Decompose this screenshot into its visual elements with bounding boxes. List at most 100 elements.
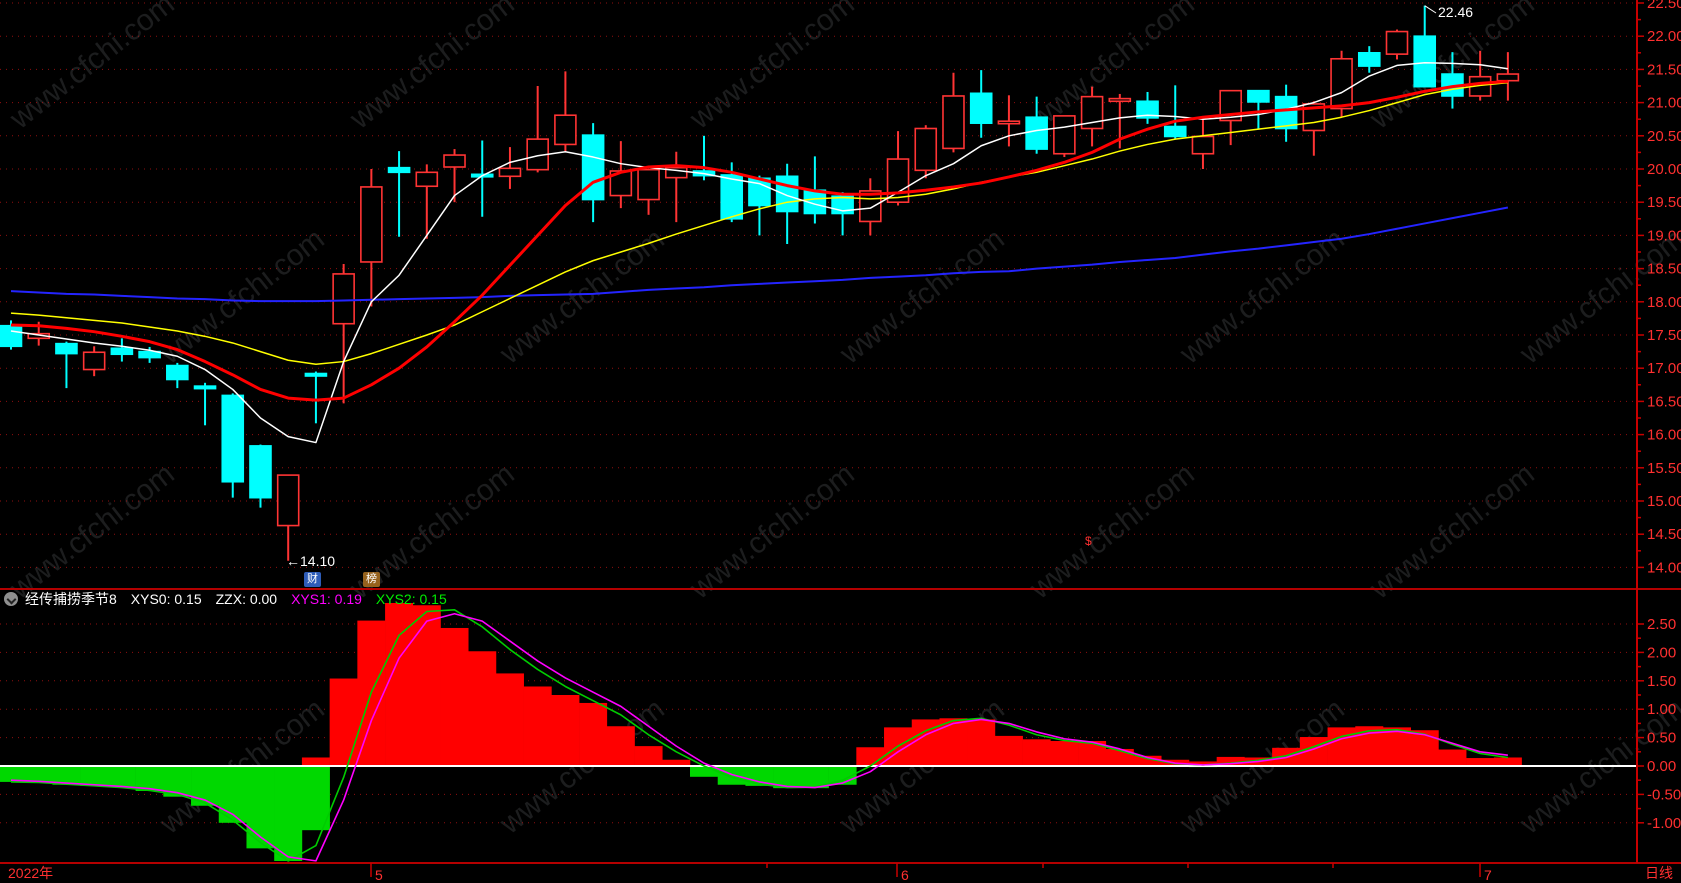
histogram-bar-negative — [0, 766, 25, 782]
candle-down — [1136, 100, 1159, 119]
histogram-bar-positive — [1493, 757, 1522, 766]
month-label: 6 — [901, 867, 909, 883]
histogram-bar-positive — [551, 695, 580, 766]
x-axis-year-label: 2022年 — [8, 865, 54, 881]
candle-down — [1163, 125, 1187, 138]
histogram-bar-negative — [800, 766, 829, 789]
annotation-pointer — [1424, 5, 1437, 14]
histogram-bar-negative — [773, 766, 802, 789]
histogram-bar-positive — [967, 719, 996, 766]
watermark-text: www.cfchi.com — [683, 457, 860, 606]
dividend-marker[interactable]: $ — [1085, 534, 1092, 548]
indicator-axis-label: 0.00 — [1647, 758, 1676, 775]
histogram-bar-positive — [1438, 749, 1467, 766]
price-axis-label: 14.50 — [1647, 526, 1681, 543]
histogram-bar-positive — [634, 746, 663, 766]
price-axis-label: 19.50 — [1647, 194, 1681, 211]
candle-down — [55, 342, 78, 355]
indicator-axis-label: 2.50 — [1647, 616, 1676, 633]
histogram-bar-positive — [440, 627, 469, 766]
indicator-axis-label: -0.50 — [1647, 786, 1681, 803]
indicator-axis-label: 0.50 — [1647, 730, 1676, 747]
histogram-bar-positive — [301, 757, 330, 766]
histogram-bar-positive — [385, 602, 414, 766]
candle-down — [969, 92, 993, 124]
watermark-text: www.cfchi.com — [1363, 457, 1540, 606]
histogram-bar-positive — [856, 747, 885, 766]
candle-up — [664, 166, 688, 179]
candle-down — [193, 385, 217, 390]
candle-down — [1025, 116, 1048, 150]
histogram-bar-positive — [1383, 727, 1411, 766]
candle-down — [0, 324, 23, 348]
candle-up — [1330, 57, 1353, 110]
histogram-bar-negative — [24, 766, 53, 782]
histogram-bar-positive — [939, 718, 968, 766]
candle-down — [1357, 51, 1381, 67]
indicator-header: 经传捕捞季节8 XYS0: 0.15 ZZX: 0.00 XYS1: 0.19 … — [4, 590, 461, 607]
candle-up — [443, 154, 466, 168]
price-axis-label: 15.50 — [1647, 460, 1681, 477]
histogram-bar-positive — [606, 726, 635, 766]
candle-up — [637, 168, 660, 201]
indicator-xys2-value: XYS2: 0.15 — [375, 590, 447, 607]
candle-down — [304, 372, 328, 377]
indicator-title[interactable]: 经传捕捞季节8 — [25, 590, 117, 607]
histogram-bar-positive — [1327, 727, 1356, 766]
candle-up — [1191, 135, 1215, 155]
candle-down — [720, 174, 744, 220]
watermark-text: www.cfchi.com — [3, 0, 180, 136]
candle-down — [249, 445, 272, 499]
histogram-bar-positive — [1050, 741, 1079, 766]
histogram-bar-positive — [662, 759, 691, 766]
price-axis-label: 20.00 — [1647, 161, 1681, 178]
histogram-bar-positive — [1410, 730, 1439, 766]
candle-up — [914, 127, 938, 172]
histogram-bar-negative — [717, 766, 746, 785]
badge-bang[interactable]: 榜 — [363, 572, 380, 587]
candle-up — [997, 120, 1021, 125]
histogram-bar-positive — [523, 686, 552, 766]
indicator-xys1-value: XYS1: 0.19 — [291, 590, 362, 607]
watermark-text: www.cfchi.com — [153, 222, 330, 371]
candle-up — [1496, 73, 1520, 82]
histogram-bar-negative — [80, 766, 109, 786]
indicator-axis-label: 1.50 — [1647, 673, 1676, 690]
histogram-bar-negative — [107, 766, 136, 788]
candle-up — [1108, 97, 1132, 103]
candle-down — [1413, 35, 1437, 88]
price-axis-label: 19.00 — [1647, 227, 1681, 244]
chevron-down-icon[interactable] — [4, 591, 18, 606]
price-axis-label: 18.00 — [1647, 294, 1681, 311]
month-label: 7 — [1484, 867, 1492, 883]
indicator-axis-label: 2.00 — [1647, 644, 1676, 661]
histogram-bar-positive — [468, 651, 497, 766]
candle-up — [554, 114, 577, 146]
price-axis-label: 20.50 — [1647, 128, 1681, 145]
histogram-bar-positive — [1188, 761, 1217, 766]
candle-up — [1080, 95, 1104, 130]
candle-up — [1053, 115, 1076, 155]
high-price-annotation: 22.46 — [1438, 4, 1474, 20]
histogram-bar-positive — [329, 678, 358, 766]
badge-cai[interactable]: 财 — [304, 572, 321, 587]
price-axis-label: 21.50 — [1647, 61, 1681, 78]
price-axis-label: 21.00 — [1647, 95, 1681, 112]
histogram-bar-negative — [52, 766, 81, 785]
month-label: 5 — [375, 867, 383, 883]
price-axis-label: 14.00 — [1647, 559, 1681, 576]
histogram-bar-negative — [135, 766, 164, 791]
candle-up — [1385, 30, 1409, 55]
watermark-text: www.cfchi.com — [1023, 0, 1200, 136]
period-label[interactable]: 日线 — [1645, 865, 1673, 881]
histogram-bar-positive — [579, 702, 608, 766]
price-axis-label: 16.00 — [1647, 427, 1681, 444]
indicator-xys0-value: XYS0: 0.15 — [130, 590, 202, 607]
candle-up — [360, 186, 383, 263]
candle-down — [581, 134, 605, 201]
candle-down — [110, 347, 134, 356]
candle-down — [387, 166, 411, 174]
histogram-bar-negative — [690, 766, 718, 777]
